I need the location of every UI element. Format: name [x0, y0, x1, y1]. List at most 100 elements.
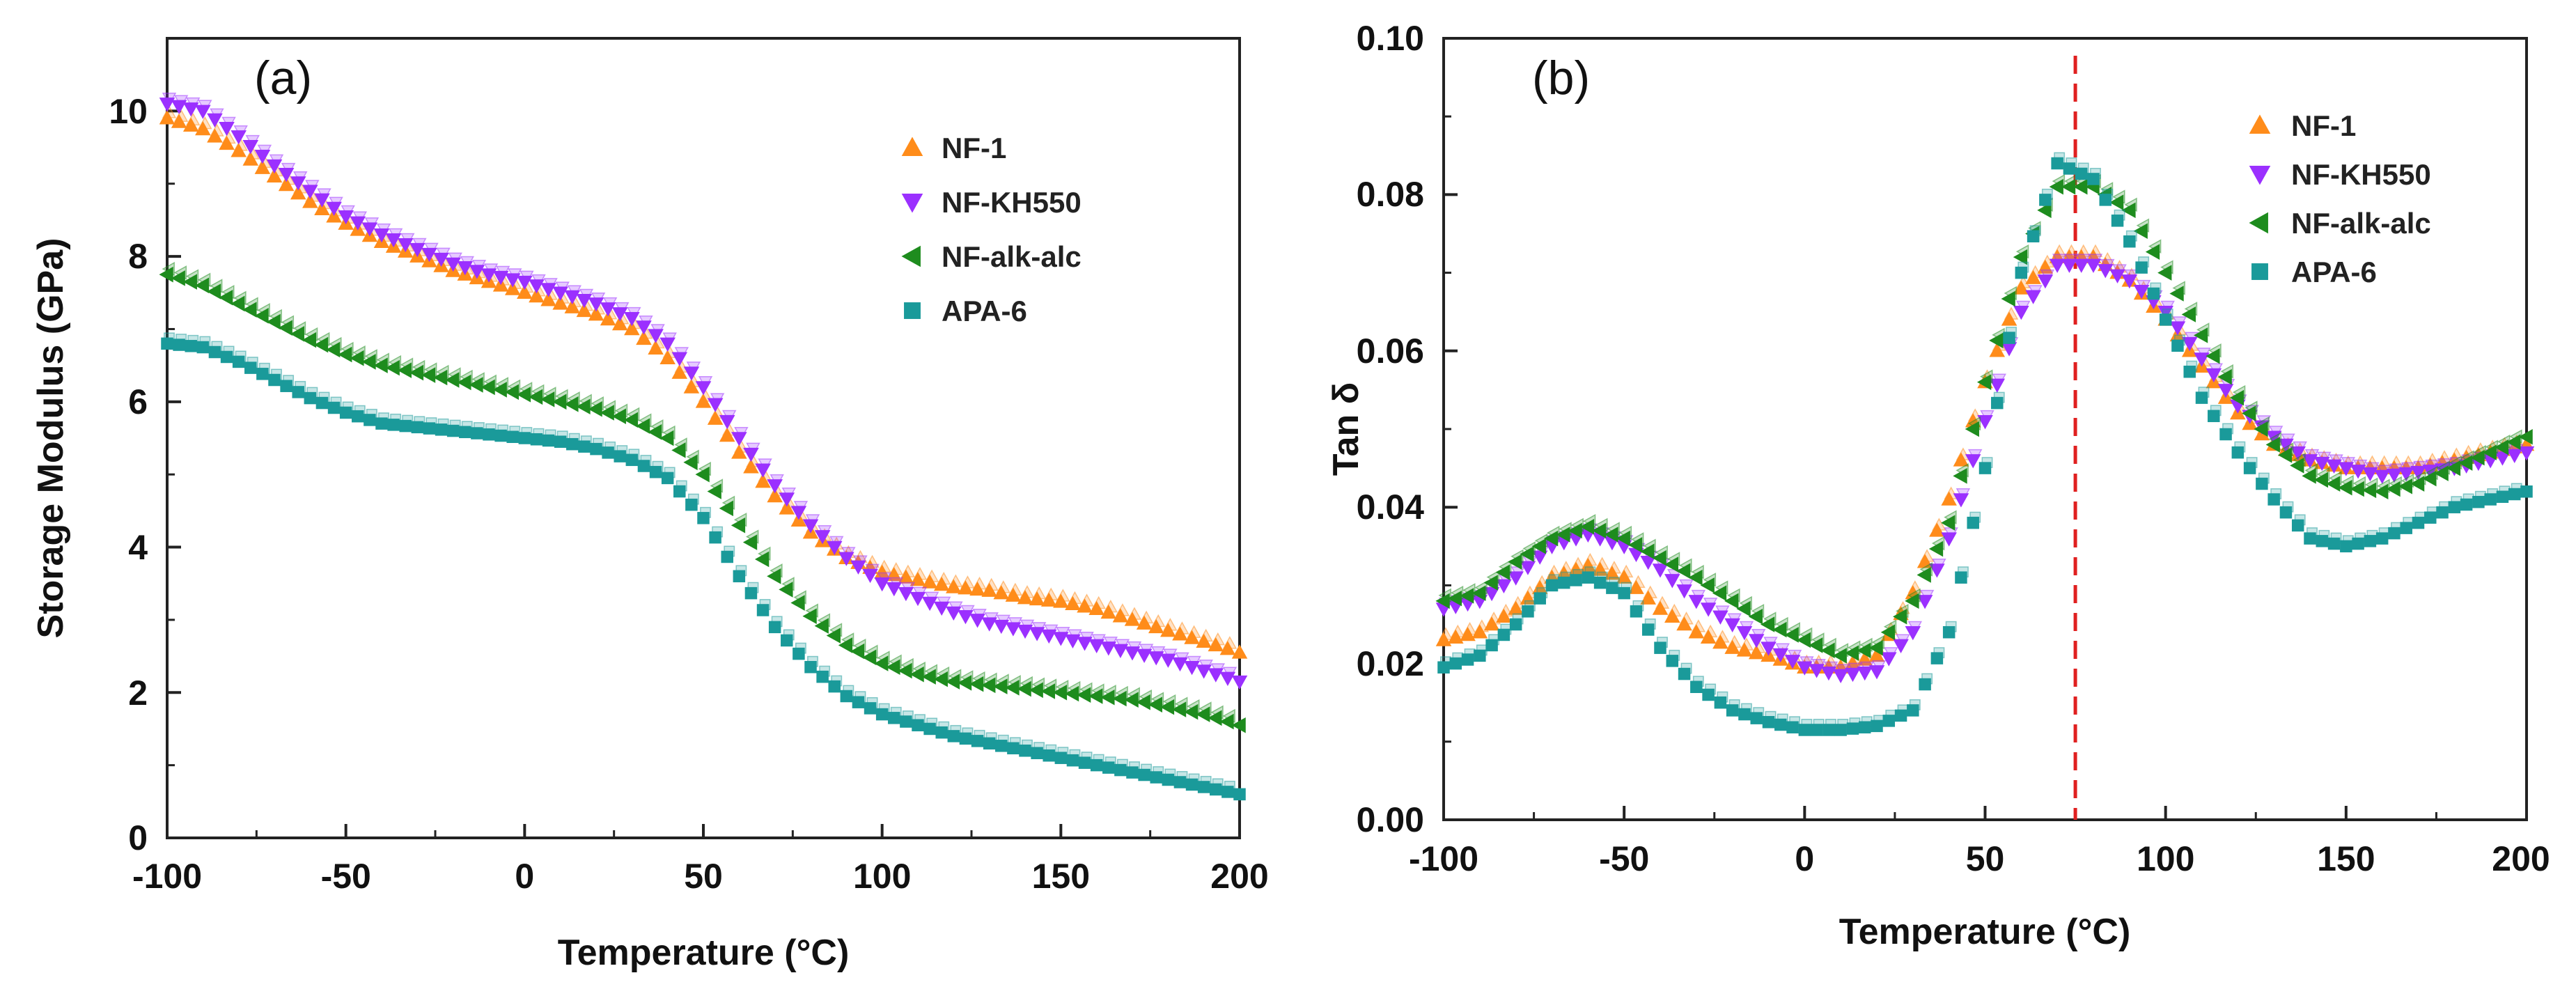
data-point: [1736, 600, 1751, 617]
data-point: [1054, 752, 1068, 764]
data-point: [1893, 639, 1909, 653]
data-point: [1460, 588, 1474, 604]
data-point: [946, 579, 962, 593]
data-point: [1726, 704, 1739, 717]
data-point: [409, 242, 426, 258]
data-point: [683, 366, 700, 381]
data-point: [1678, 667, 1691, 680]
data-point: [1871, 719, 1883, 733]
data-point: [2495, 451, 2511, 466]
data-point: [2242, 405, 2256, 421]
data-point: [1917, 567, 1931, 583]
data-point: [790, 506, 807, 520]
data-point: [2049, 258, 2066, 273]
data-point: [2133, 223, 2148, 240]
data-point: [1162, 773, 1175, 786]
data-point: [1474, 649, 1486, 662]
data-point: [159, 266, 173, 283]
data-point: [1724, 618, 1740, 633]
data-point: [600, 405, 614, 421]
data-point: [2087, 173, 2100, 185]
data-point: [2183, 365, 2196, 378]
x-tick-label: 0: [515, 857, 534, 896]
panel-label: (a): [254, 52, 312, 104]
data-point: [2434, 465, 2449, 481]
data-point: [588, 297, 604, 312]
data-point: [804, 660, 817, 674]
data-point: [695, 394, 712, 408]
data-point: [1124, 692, 1139, 708]
series-apa-6: [161, 332, 1246, 801]
data-point: [1700, 629, 1717, 644]
data-point: [1543, 530, 1559, 547]
data-point: [1029, 591, 1045, 606]
data-point: [2374, 483, 2389, 500]
data-point: [504, 273, 521, 288]
data-point: [564, 396, 579, 412]
x-tick-label: 50: [1966, 839, 2005, 878]
data-point: [935, 726, 948, 739]
data-point: [1955, 571, 1967, 584]
data-point: [2025, 270, 2041, 284]
data-point: [1043, 749, 1055, 762]
y-tick-label: 0.02: [1357, 644, 1424, 683]
data-point: [1967, 516, 1979, 529]
data-point: [695, 381, 712, 396]
data-point: [2121, 202, 2136, 219]
data-point: [302, 185, 318, 199]
data-point: [2472, 495, 2485, 508]
data-point: [1809, 637, 1823, 653]
data-point: [969, 676, 984, 692]
data-point: [588, 400, 602, 417]
data-point: [1868, 647, 1885, 662]
data-point: [826, 628, 841, 644]
data-point: [2111, 215, 2124, 227]
data-point: [220, 350, 233, 364]
data-point: [1592, 522, 1607, 539]
data-point: [397, 238, 414, 253]
data-point: [1558, 576, 1570, 589]
data-point: [1495, 564, 1511, 580]
data-point: [446, 424, 460, 437]
data-point: [1880, 624, 1896, 640]
axis-ticks: [166, 109, 1241, 839]
data-point: [2003, 332, 2015, 344]
data-point: [957, 675, 972, 691]
data-point: [1483, 586, 1500, 602]
y-tick-label: 0.06: [1357, 332, 1424, 371]
data-point: [159, 110, 175, 125]
data-point: [1652, 550, 1666, 566]
data-point: [1005, 587, 1022, 602]
data-point: [1868, 665, 1885, 680]
data-point: [1126, 766, 1139, 779]
data-point: [2195, 391, 2208, 404]
data-point: [816, 670, 829, 683]
data-point: [862, 568, 878, 584]
data-point: [685, 498, 698, 511]
data-point: [2051, 157, 2063, 170]
y-tick-label: 0.04: [1357, 488, 1425, 527]
data-point: [2193, 327, 2208, 343]
data-point: [194, 277, 210, 294]
data-point: [266, 159, 283, 174]
data-point: [1461, 653, 1474, 666]
data-point: [648, 424, 662, 440]
data-point: [207, 128, 223, 143]
data-point: [1664, 557, 1679, 573]
data-point: [993, 585, 1010, 600]
data-point: [361, 354, 376, 370]
legend-label: APA-6: [942, 295, 1027, 327]
legend-marker: [2249, 166, 2271, 185]
data-point: [278, 168, 295, 182]
data-point: [1604, 527, 1618, 543]
legend-marker: [901, 245, 921, 267]
data-point: [1688, 624, 1705, 639]
data-point: [1171, 701, 1187, 717]
data-point: [2494, 439, 2509, 456]
y-tick-label: 4: [128, 528, 148, 567]
data-point: [411, 421, 424, 434]
data-point: [2410, 476, 2425, 492]
data-point: [481, 379, 495, 396]
data-point: [2206, 368, 2222, 383]
data-point: [504, 384, 519, 400]
